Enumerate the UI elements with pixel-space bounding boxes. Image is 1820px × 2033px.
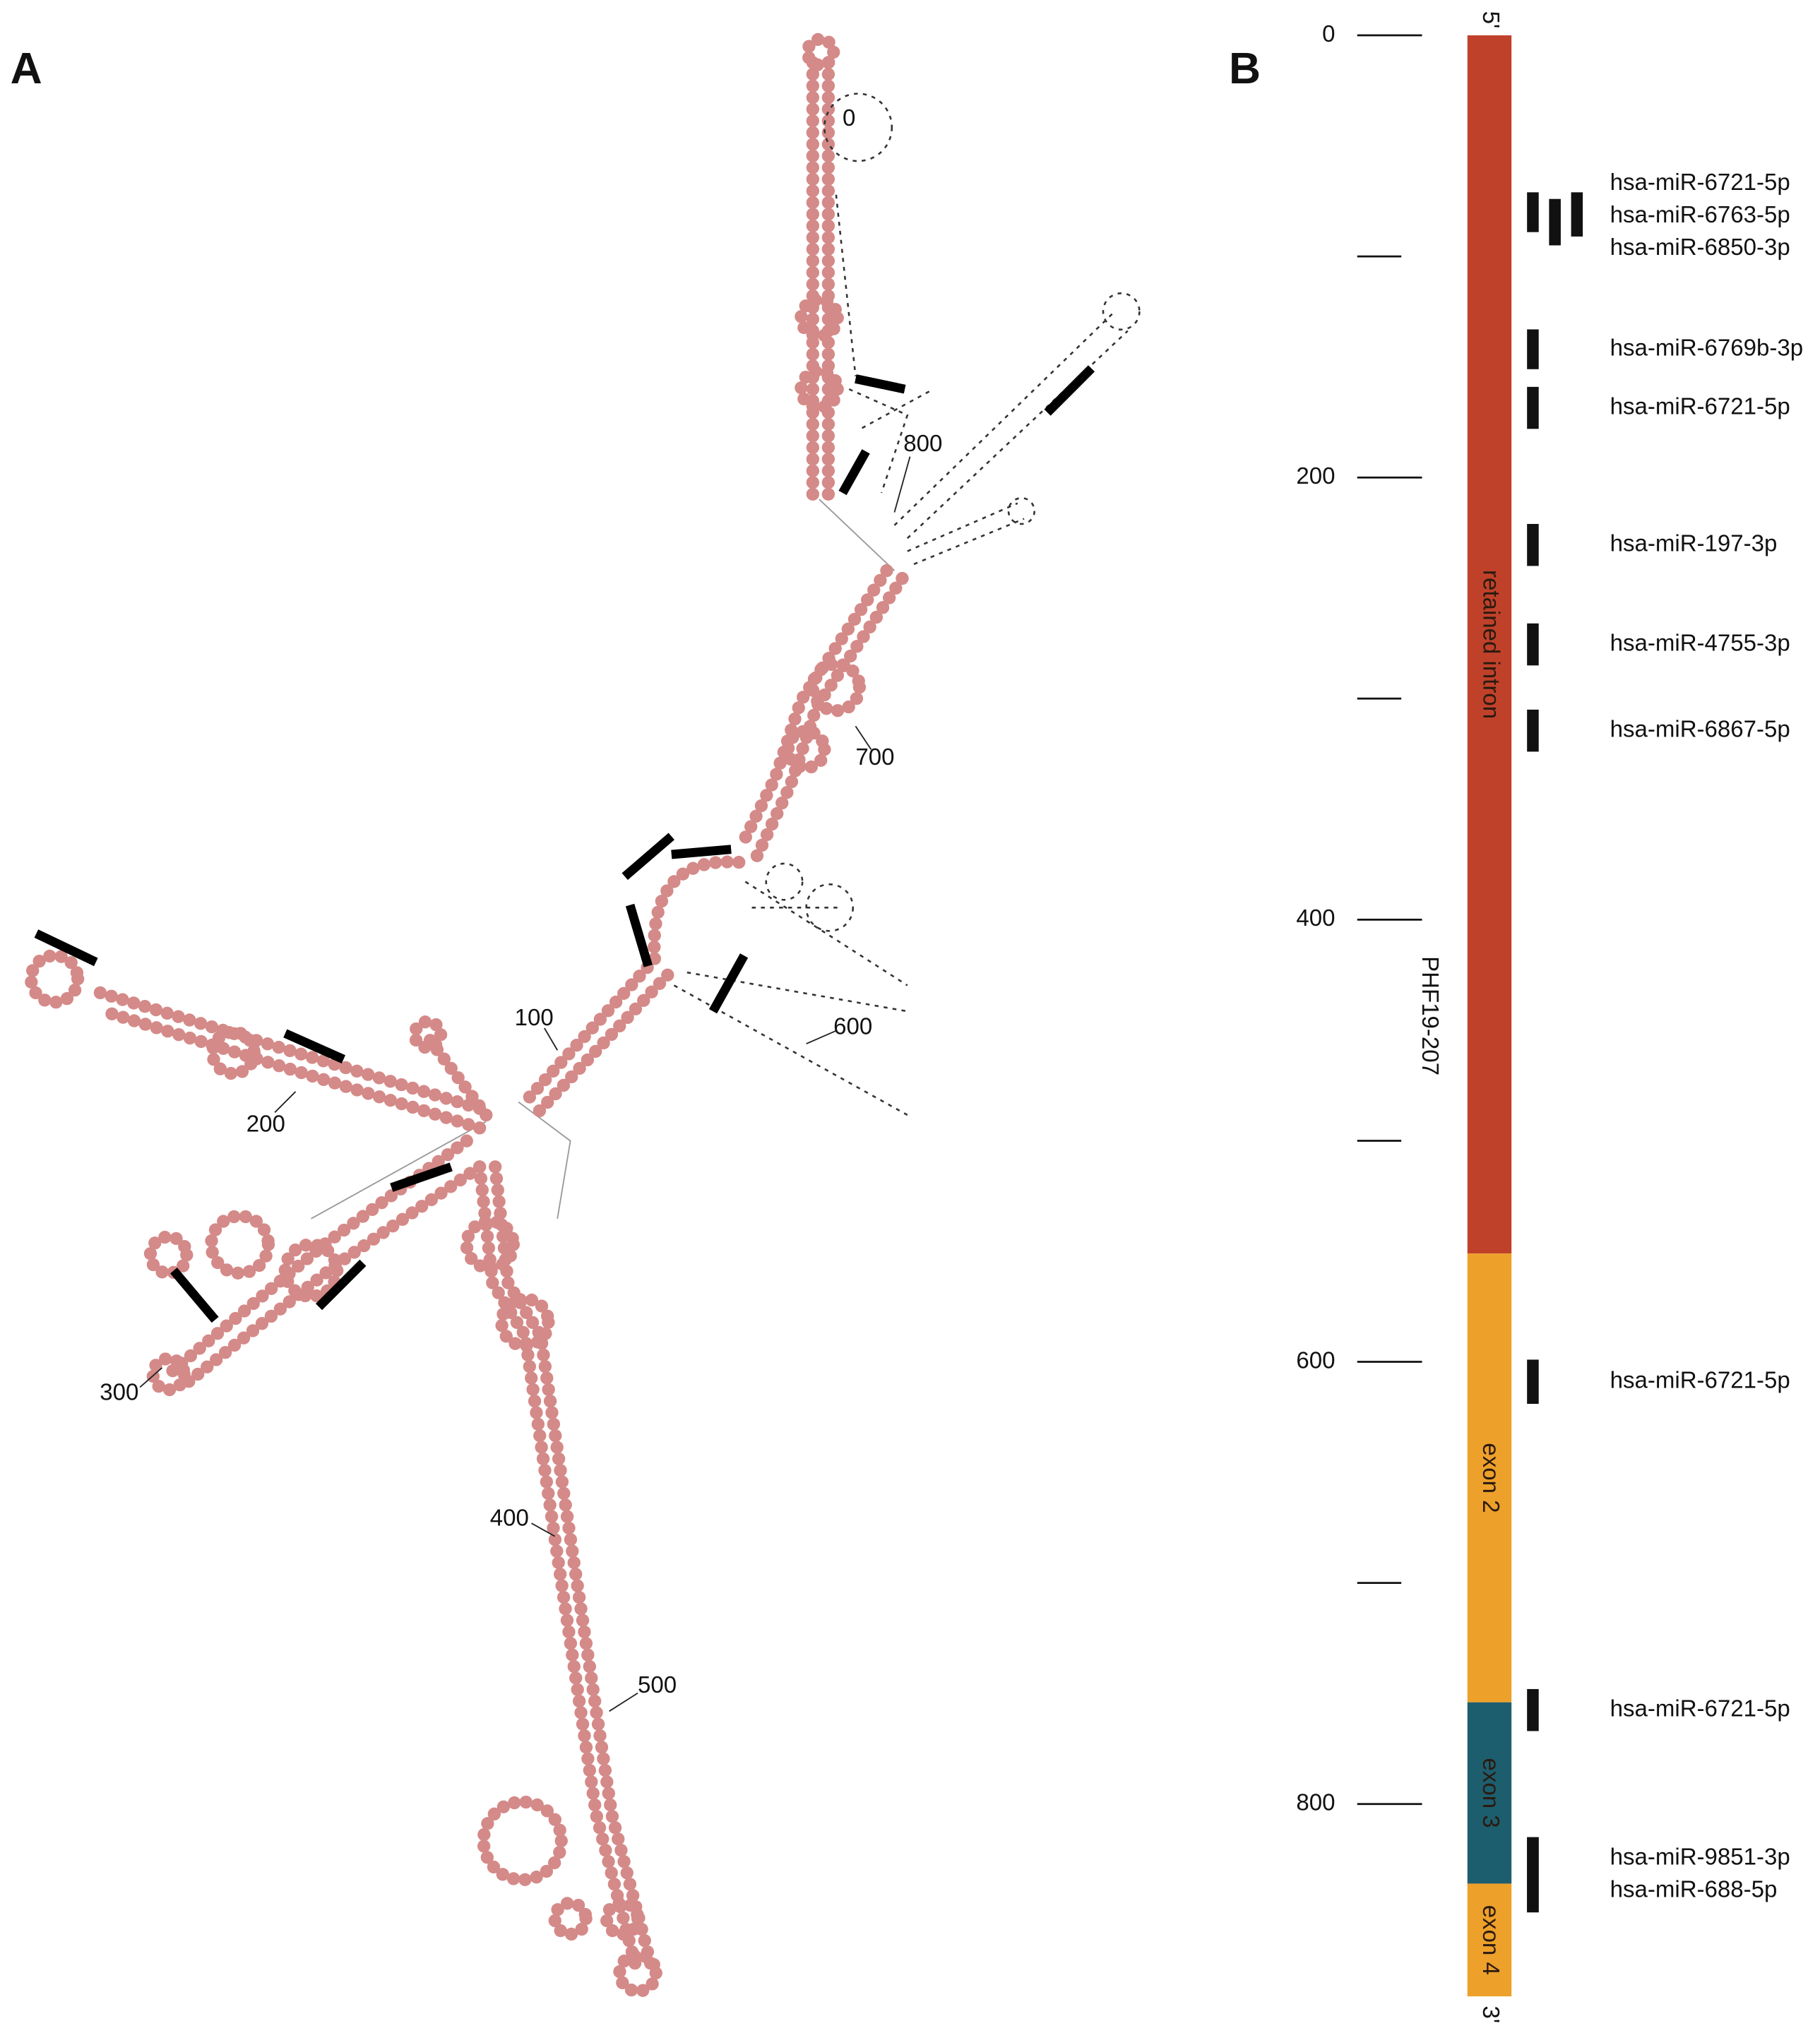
segment-label: exon 3 — [1478, 1758, 1504, 1828]
tick-label: 0 — [1322, 20, 1335, 47]
mirna-bar — [1527, 1837, 1539, 1913]
position-label: 300 — [100, 1378, 138, 1405]
position-label: 500 — [638, 1671, 677, 1698]
loop — [408, 1015, 448, 1054]
position-label: 600 — [833, 1013, 872, 1039]
panel-label: B — [1229, 44, 1261, 93]
mirna-bar — [1527, 523, 1539, 566]
mirna-label: hsa-miR-9851-3p — [1610, 1844, 1790, 1870]
transcript-name: PHF19-207 — [1417, 956, 1444, 1075]
loop — [146, 1352, 191, 1397]
loop — [495, 1292, 555, 1352]
stem — [90, 985, 493, 1135]
loop — [600, 1896, 645, 1941]
tick-label: 600 — [1296, 1347, 1335, 1373]
loop — [801, 32, 840, 72]
mirna-bar — [1527, 1359, 1539, 1405]
loop — [278, 1238, 344, 1304]
position-label: 200 — [246, 1110, 285, 1136]
loop — [477, 1795, 568, 1887]
mirna-bar — [1527, 623, 1539, 666]
position-label: 100 — [515, 1004, 554, 1030]
segment — [1467, 1883, 1512, 1997]
loop — [1007, 497, 1035, 525]
panel-label: A — [11, 44, 42, 93]
loop — [795, 293, 844, 343]
stem — [806, 56, 835, 506]
stem — [518, 855, 746, 1119]
loop — [795, 364, 844, 415]
mirna-site — [34, 365, 1095, 1323]
segment — [1467, 1702, 1512, 1884]
loop — [806, 657, 867, 717]
loop — [205, 1209, 275, 1280]
mirna-label: hsa-miR-6850-3p — [1610, 234, 1790, 260]
mirna-label: hsa-miR-4755-3p — [1610, 629, 1790, 655]
mirna-label: hsa-miR-6721-5p — [1610, 1695, 1790, 1721]
segment — [1467, 1253, 1512, 1703]
position-label: 0 — [843, 105, 855, 131]
loop — [143, 1230, 194, 1280]
five-prime: 5' — [1478, 11, 1504, 29]
three-prime: 3' — [1478, 2005, 1504, 2023]
rna-structure: 0 100 200 300 400 500 600 700 800 — [24, 32, 1141, 1998]
loop — [24, 949, 85, 1009]
segment — [1467, 35, 1512, 1254]
position-label: 700 — [855, 744, 894, 770]
loop — [1102, 292, 1141, 330]
loop — [548, 1896, 593, 1941]
position-label: 400 — [490, 1504, 529, 1530]
loop — [613, 1948, 662, 1998]
loop — [805, 883, 855, 932]
segment-label: retained intron — [1478, 570, 1504, 719]
mirna-bar — [1527, 709, 1539, 752]
mirna-label: hsa-miR-6721-5p — [1610, 393, 1790, 419]
mirna-bar — [1527, 192, 1539, 232]
mirna-label: hsa-miR-6769b-3p — [1610, 334, 1803, 360]
mirna-label: hsa-miR-6763-5p — [1610, 201, 1790, 227]
mirna-bar — [1549, 198, 1561, 246]
loop — [765, 862, 804, 901]
loop — [781, 725, 831, 775]
tick-label: 400 — [1296, 905, 1335, 931]
segment-label: exon 2 — [1478, 1443, 1504, 1513]
mirna-label: hsa-miR-197-3p — [1610, 530, 1778, 556]
stem — [734, 564, 909, 863]
tick-label: 200 — [1296, 463, 1335, 489]
mirna-label: hsa-miR-6867-5p — [1610, 715, 1790, 741]
stem — [835, 194, 1129, 566]
loop — [460, 1215, 521, 1275]
mirna-bar — [1527, 329, 1539, 369]
leader-line — [139, 456, 911, 1712]
backbone-link — [311, 499, 896, 1220]
loop — [206, 1025, 261, 1080]
tick-label: 800 — [1296, 1789, 1335, 1815]
mirna-label: hsa-miR-6721-5p — [1610, 169, 1790, 195]
segment-label: exon 4 — [1478, 1905, 1504, 1975]
mirna-bar — [1527, 1688, 1539, 1731]
mirna-bar — [1571, 192, 1583, 237]
stem — [673, 881, 908, 1116]
mirna-label: hsa-miR-6721-5p — [1610, 1366, 1790, 1393]
position-label: 800 — [903, 430, 942, 456]
mirna-label: hsa-miR-688-5p — [1610, 1876, 1778, 1902]
loop — [823, 93, 893, 162]
mirna-bar — [1527, 386, 1539, 429]
